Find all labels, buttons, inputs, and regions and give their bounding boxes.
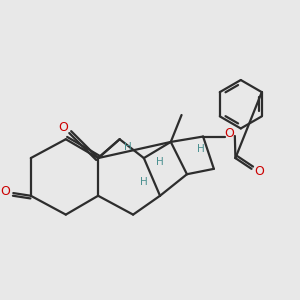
- Text: H: H: [156, 157, 164, 167]
- Text: H: H: [140, 177, 148, 187]
- Text: H: H: [196, 144, 204, 154]
- Text: O: O: [224, 127, 234, 140]
- Text: O: O: [254, 165, 264, 178]
- Text: H: H: [124, 142, 132, 152]
- Text: O: O: [58, 121, 68, 134]
- Text: O: O: [0, 185, 10, 198]
